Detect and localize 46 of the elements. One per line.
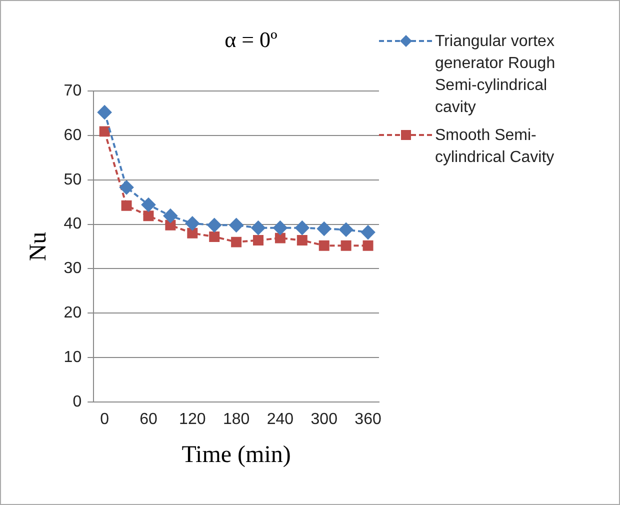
x-tick-label: 120 (179, 411, 206, 428)
x-axis-title: Time (min) (182, 442, 291, 468)
y-tick-label: 40 (64, 216, 82, 233)
point (317, 222, 332, 236)
legend-label: Smooth Semi-cylindrical Cavity (435, 126, 556, 168)
y-tick-label: 60 (64, 126, 82, 144)
point (163, 208, 178, 223)
point (362, 240, 374, 251)
point (296, 235, 308, 246)
point (121, 200, 132, 211)
y-tick-label: 0 (72, 393, 82, 410)
point (143, 210, 154, 222)
point (120, 180, 134, 194)
x-tick-label: 60 (140, 411, 158, 428)
y-axis-title: Nu (26, 232, 52, 262)
point (340, 240, 352, 251)
point (251, 220, 266, 235)
point (295, 220, 310, 235)
y-tick-label: 30 (64, 260, 82, 278)
point (141, 198, 156, 212)
point (185, 216, 200, 230)
y-tick-label: 50 (64, 171, 82, 188)
point (187, 228, 198, 238)
point (339, 222, 354, 237)
point (273, 220, 288, 235)
y-tick-label: 70 (64, 82, 82, 100)
point (361, 225, 376, 240)
point (318, 240, 330, 251)
point (207, 218, 222, 232)
x-tick-label: 240 (266, 411, 294, 428)
point (99, 126, 110, 137)
x-tick-label: 360 (354, 411, 382, 428)
x-tick-label: 180 (222, 411, 250, 428)
point (98, 105, 112, 120)
point (253, 235, 264, 246)
point (209, 231, 220, 242)
point (229, 218, 244, 232)
x-tick-label: 300 (310, 411, 338, 428)
y-tick-label: 10 (64, 348, 82, 366)
point (274, 232, 286, 244)
y-tick-label: 20 (64, 304, 82, 322)
point (165, 220, 176, 230)
chart-title: α = 0º (224, 27, 278, 53)
legend-label: Triangular vortex generator Rough Semi-cylindrical cavity (435, 32, 556, 118)
point (231, 236, 242, 248)
x-tick-label: 0 (100, 411, 110, 428)
